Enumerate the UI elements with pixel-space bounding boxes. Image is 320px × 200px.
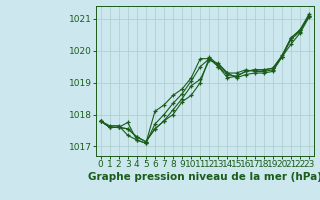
X-axis label: Graphe pression niveau de la mer (hPa): Graphe pression niveau de la mer (hPa) [88, 172, 320, 182]
